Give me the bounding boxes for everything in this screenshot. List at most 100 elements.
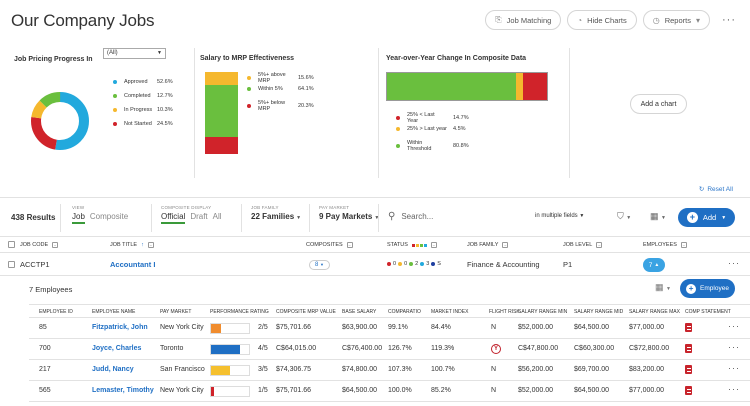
legend-dot <box>247 104 251 108</box>
column-menu-icon[interactable]: − <box>430 242 437 248</box>
employee-row[interactable]: 700 Joyce, Charles Toronto 4/5 C$64,015.00 C$… <box>29 339 750 360</box>
view-composite-option[interactable]: Composite <box>89 212 129 221</box>
employee-name-link[interactable]: Lemaster, Timothy <box>92 387 154 394</box>
emp-col-header[interactable]: EMPLOYEE NAME <box>92 309 136 315</box>
column-menu-icon[interactable]: − <box>596 242 603 248</box>
salary-range-mid: $64,500.00 <box>574 324 610 331</box>
salary-bar-segment[interactable] <box>205 84 238 138</box>
emp-col-header[interactable]: COMP STATEMENT <box>685 309 731 315</box>
col-composites[interactable]: COMPOSITES − <box>306 242 353 248</box>
yoy-bar-segment[interactable] <box>523 73 547 100</box>
legend-item: 5%+ above MRP 15.6% <box>247 72 314 84</box>
yoy-bar-segment[interactable] <box>387 73 517 100</box>
col-employees[interactable]: EMPLOYEES − <box>643 242 687 248</box>
comp-statement[interactable] <box>685 365 692 376</box>
pay-market-dropdown[interactable]: PAY MARKET 9 Pay Markets ▼ <box>319 205 379 221</box>
emp-col-header[interactable]: PAY MARKET <box>160 309 192 315</box>
col-job-level[interactable]: JOB LEVEL − <box>563 242 603 248</box>
pdf-icon[interactable] <box>685 323 692 332</box>
performance-fill <box>211 324 221 333</box>
emp-col-header[interactable]: EMPLOYEE ID <box>39 309 73 315</box>
columns-icon[interactable]: ▦ ▼ <box>650 211 666 221</box>
column-menu-icon[interactable]: − <box>502 242 509 248</box>
emp-col-header[interactable]: SALARY RANGE MIN <box>518 309 568 315</box>
table-row[interactable]: ACCTP1 Accountant I 8 ▼ 0 0 2 3 S Financ… <box>0 254 750 276</box>
pdf-icon[interactable] <box>685 365 692 374</box>
select-all-checkbox[interactable] <box>8 241 15 248</box>
search-input[interactable]: ⚲ Search... <box>388 211 433 222</box>
emp-col-header[interactable]: BASE SALARY <box>342 309 377 315</box>
divider <box>151 204 152 232</box>
performance-bar <box>210 323 250 334</box>
pay-market: San Francisco <box>160 366 205 373</box>
legend-dot <box>113 108 117 112</box>
pdf-icon[interactable] <box>685 344 692 353</box>
col-job-level-label: JOB LEVEL <box>563 242 593 248</box>
job-matching-button[interactable]: ⎘ Job Matching <box>485 10 562 30</box>
row-more-icon[interactable]: ··· <box>728 363 740 373</box>
composites-count: 8 <box>315 262 319 268</box>
hide-charts-button[interactable]: ◔ Hide Charts <box>567 10 637 30</box>
employee-row[interactable]: 217 Judd, Nancy San Francisco 3/5 $74,306.75… <box>29 360 750 381</box>
emp-col-header[interactable]: SALARY RANGE MAX <box>629 309 680 315</box>
market-index: 85.2% <box>431 387 451 394</box>
salary-bar-segment[interactable] <box>205 137 238 154</box>
filter-icon[interactable]: ⛉ ▼ <box>617 211 632 221</box>
row-more-icon[interactable]: ··· <box>728 258 740 268</box>
comp-statement[interactable] <box>685 323 692 334</box>
row-more-icon[interactable]: ··· <box>728 384 740 394</box>
emp-col-header[interactable]: PERFORMANCE RATING <box>210 309 269 315</box>
reset-all-link[interactable]: ↻ Reset All <box>699 185 733 194</box>
column-menu-icon[interactable]: − <box>147 242 154 248</box>
yoy-bar-segment[interactable] <box>516 73 524 100</box>
row-checkbox[interactable] <box>8 261 15 268</box>
columns-icon[interactable]: ▦ ▼ <box>655 282 671 292</box>
add-button[interactable]: + Add ▼ <box>678 208 735 227</box>
row-more-icon[interactable]: ··· <box>728 321 740 331</box>
donut-slice-not-started[interactable] <box>31 92 89 150</box>
reports-button[interactable]: ◷ Reports ▾ <box>642 10 710 30</box>
emp-col-header[interactable]: COMPOSITE MRP VALUE <box>276 309 336 315</box>
emp-col-header[interactable]: MARKET INDEX <box>431 309 469 315</box>
emp-col-header[interactable]: FLIGHT RISK <box>489 309 520 315</box>
display-draft-option[interactable]: Draft <box>190 212 208 221</box>
emp-col-header[interactable]: COMPARATIO <box>388 309 421 315</box>
view-job-option[interactable]: Job <box>72 212 85 224</box>
col-job-title[interactable]: JOB TITLE ↑ − <box>110 242 154 248</box>
emp-col-header[interactable]: SALARY RANGE MID <box>574 309 624 315</box>
col-job-family[interactable]: JOB FAMILY − <box>467 242 509 248</box>
column-menu-icon[interactable]: − <box>52 242 59 248</box>
col-status[interactable]: STATUS − <box>387 242 437 248</box>
pdf-icon[interactable] <box>685 386 692 395</box>
more-options-icon[interactable]: ··· <box>722 14 736 26</box>
add-employee-button[interactable]: + Employee <box>680 279 735 298</box>
add-chart-button[interactable]: Add a chart <box>630 94 687 114</box>
status-count-red: 0 <box>393 261 397 267</box>
donut-slice-completed[interactable] <box>31 92 89 150</box>
employee-name-link[interactable]: Judd, Nancy <box>92 366 134 373</box>
pay-market-value: 9 Pay Markets <box>319 212 373 221</box>
pricing-filter-select[interactable]: (All) ▼ <box>103 48 166 59</box>
employee-name-link[interactable]: Joyce, Charles <box>92 345 142 352</box>
composites-badge[interactable]: 8 ▼ <box>309 259 330 270</box>
display-official-option[interactable]: Official <box>161 212 186 224</box>
column-menu-icon[interactable]: − <box>346 242 353 248</box>
col-employees-label: EMPLOYEES <box>643 242 677 248</box>
col-job-code[interactable]: JOB CODE − <box>20 242 59 248</box>
comp-statement[interactable] <box>685 344 692 355</box>
search-scope-dropdown[interactable]: in multiple fields ▼ <box>535 213 584 219</box>
employee-row[interactable]: 85 Fitzpatrick, John New York City 2/5 $75,7… <box>29 318 750 339</box>
job-title-link[interactable]: Accountant I <box>110 260 156 269</box>
row-more-icon[interactable]: ··· <box>728 342 740 352</box>
job-family-dropdown[interactable]: JOB FAMILY 22 Families ▼ <box>251 205 301 221</box>
column-menu-icon[interactable]: − <box>680 242 687 248</box>
legend-label: In Progress <box>124 107 153 113</box>
salary-bar-segment[interactable] <box>205 72 238 85</box>
employee-row[interactable]: 565 Lemaster, Timothy New York City 1/5 $75,… <box>29 381 750 402</box>
employee-name-link[interactable]: Fitzpatrick, John <box>92 324 148 331</box>
legend-label: Not Started <box>124 121 152 127</box>
market-index: 84.4% <box>431 324 451 331</box>
employees-toggle[interactable]: 7 ▲ <box>643 258 665 272</box>
display-all-option[interactable]: All <box>212 212 222 221</box>
comp-statement[interactable] <box>685 386 692 397</box>
